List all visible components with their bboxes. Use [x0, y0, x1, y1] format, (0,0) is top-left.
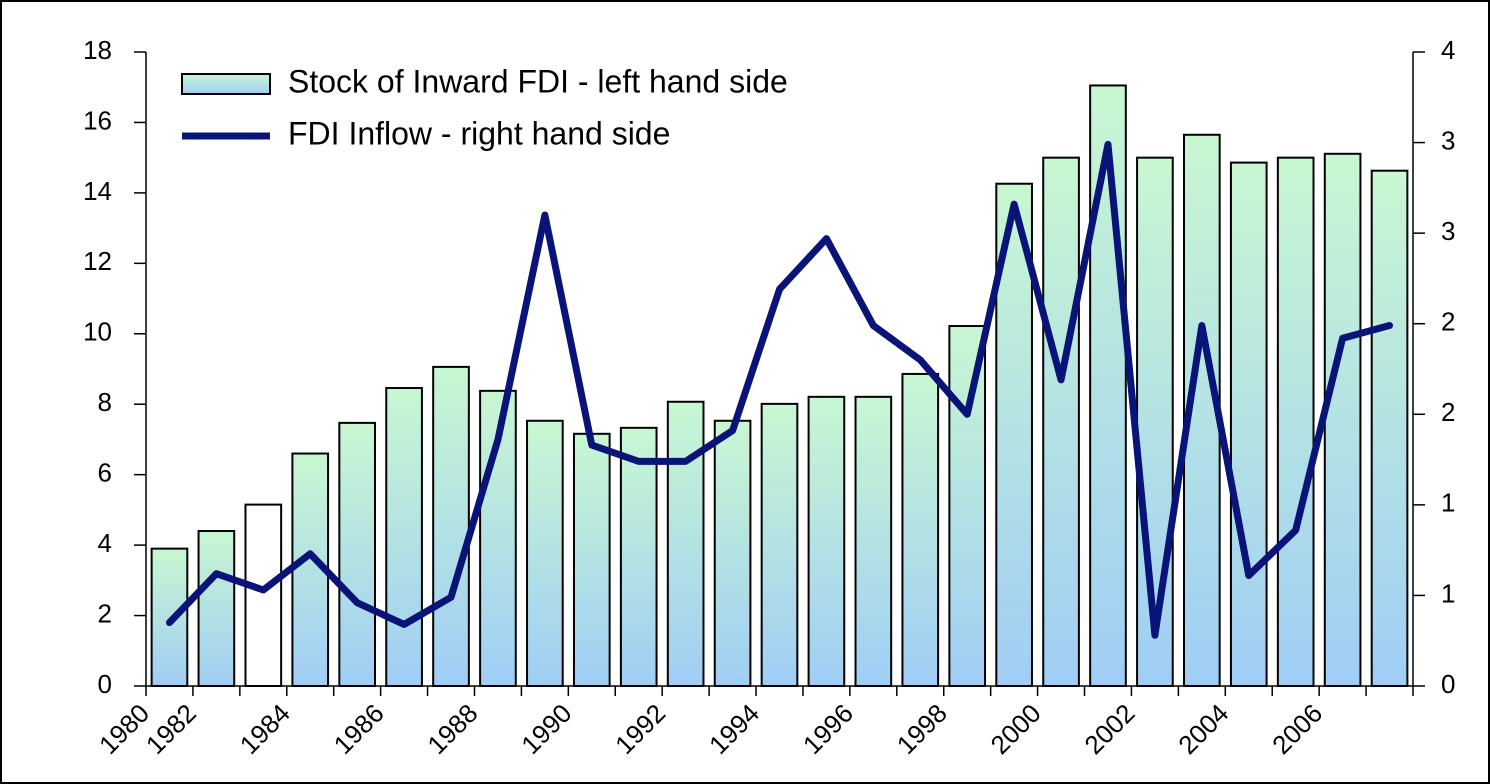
y-tick-label: 2 — [98, 598, 112, 628]
legend-label: Stock of Inward FDI - left hand side — [288, 63, 788, 99]
bar — [619, 426, 658, 687]
y-tick-label: 6 — [98, 458, 112, 488]
bar — [854, 395, 893, 687]
y-tick-label: 16 — [83, 105, 112, 135]
y2-tick-label: 1 — [1441, 488, 1455, 518]
legend-swatch — [181, 73, 271, 95]
bar — [197, 530, 236, 687]
y-tick-label: 14 — [83, 176, 112, 206]
bar — [666, 400, 705, 687]
y-tick-label: 0 — [98, 669, 112, 699]
bar — [948, 325, 987, 687]
bar — [807, 395, 846, 687]
y-tick-label: 8 — [98, 387, 112, 417]
bar — [150, 547, 189, 688]
bar — [526, 419, 564, 687]
bar — [1370, 169, 1409, 687]
y2-tick-label: 4 — [1441, 35, 1455, 65]
y2-tick-label: 3 — [1441, 216, 1455, 246]
y-tick-label: 4 — [98, 528, 112, 558]
bar — [338, 421, 376, 687]
line — [165, 140, 1394, 639]
bar — [1229, 161, 1268, 687]
bar — [1276, 156, 1315, 687]
bar — [385, 387, 423, 687]
bar — [901, 372, 940, 687]
y2-tick-label: 3 — [1441, 125, 1455, 155]
bar — [432, 365, 470, 687]
y-tick-label: 18 — [83, 35, 112, 65]
y-tick-label: 12 — [83, 246, 112, 276]
bar — [713, 419, 752, 687]
y2-tick-label: 1 — [1441, 578, 1455, 608]
y2-tick-label: 2 — [1441, 397, 1455, 427]
y2-tick-label: 2 — [1441, 307, 1455, 337]
bar — [244, 503, 283, 687]
bar — [1042, 156, 1080, 687]
y-tick-label: 10 — [83, 317, 112, 347]
bar — [572, 432, 611, 688]
bar — [1323, 152, 1362, 687]
legend-label: FDI Inflow - right hand side — [288, 115, 670, 151]
bar — [760, 402, 799, 687]
y2-tick-label: 0 — [1441, 669, 1455, 699]
